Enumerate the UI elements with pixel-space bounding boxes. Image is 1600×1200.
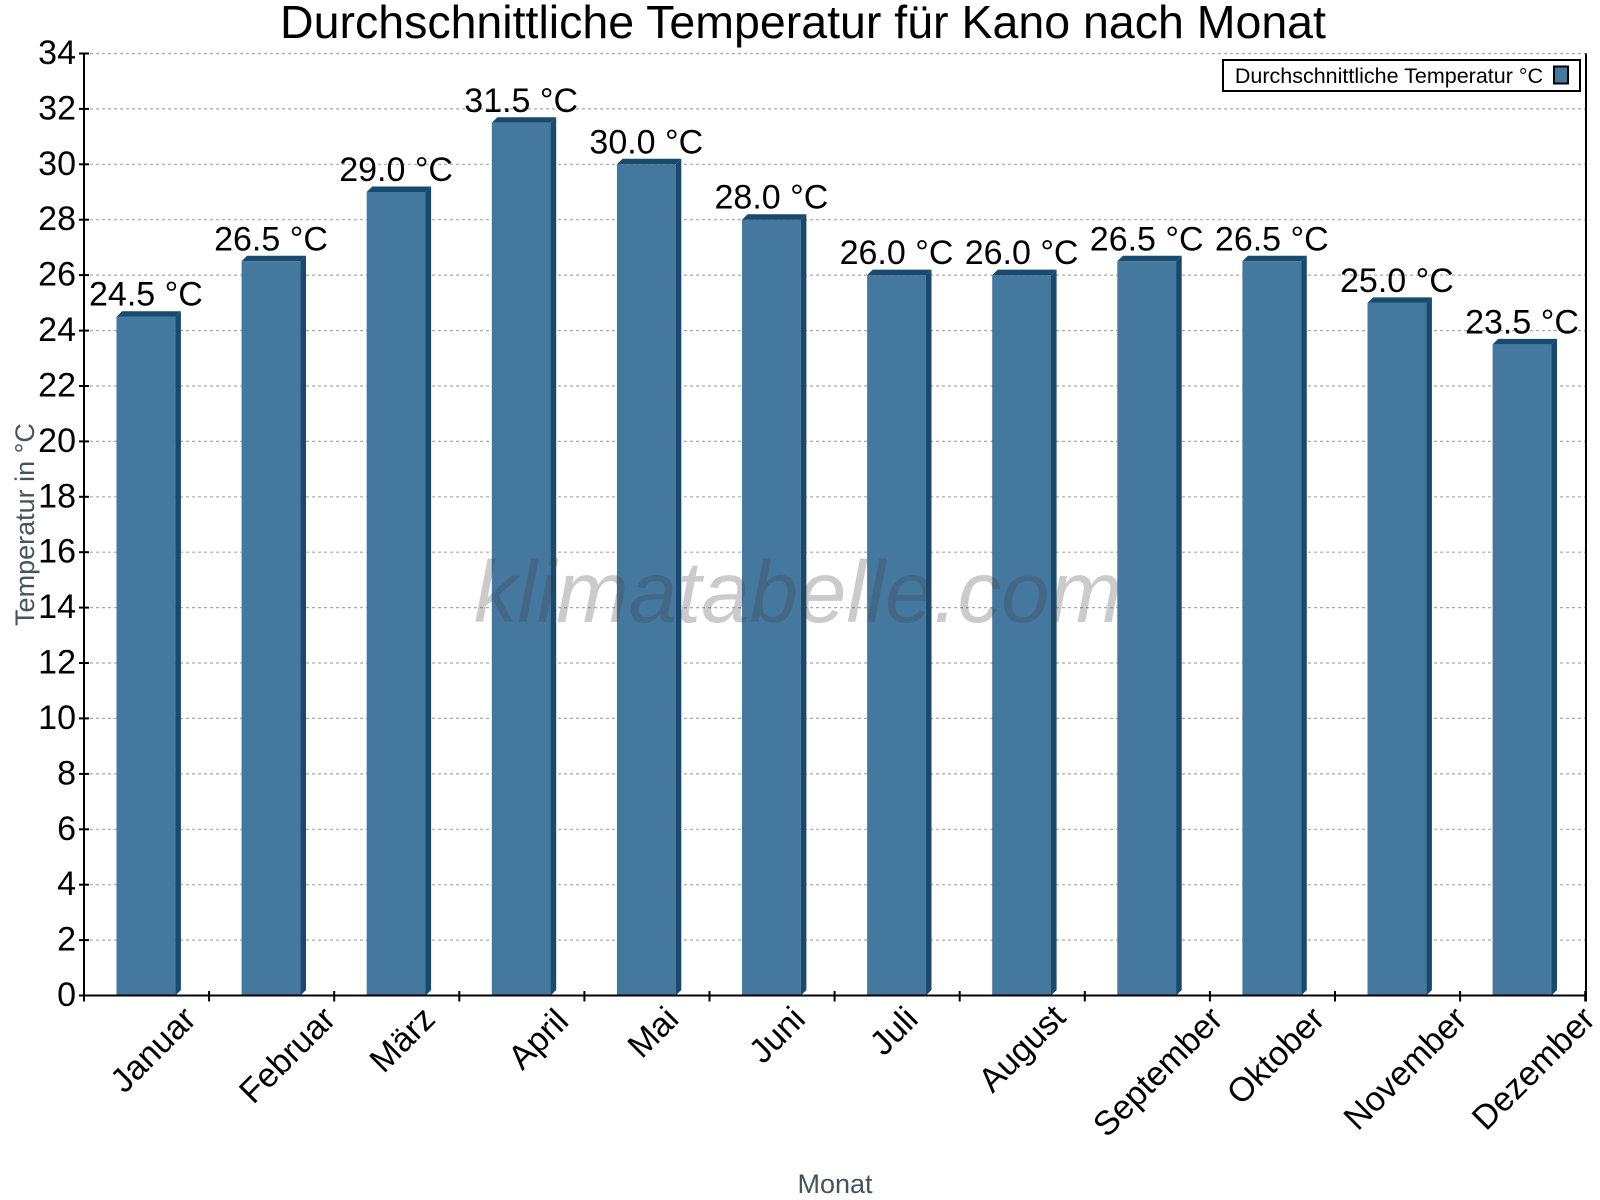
svg-text:31.5 °C: 31.5 °C xyxy=(464,82,578,120)
svg-text:26: 26 xyxy=(38,256,76,294)
svg-text:22: 22 xyxy=(38,367,76,405)
svg-text:25.0 °C: 25.0 °C xyxy=(1340,262,1454,300)
svg-text:Temperatur in °C: Temperatur in °C xyxy=(10,423,40,626)
svg-text:24: 24 xyxy=(38,311,76,349)
svg-text:2: 2 xyxy=(57,921,76,959)
svg-text:30: 30 xyxy=(38,145,76,183)
svg-text:12: 12 xyxy=(38,644,76,682)
svg-text:26.5 °C: 26.5 °C xyxy=(214,220,328,258)
svg-text:Durchschnittliche Temperatur °: Durchschnittliche Temperatur °C xyxy=(1235,64,1543,88)
svg-text:Durchschnittliche Temperatur f: Durchschnittliche Temperatur für Kano na… xyxy=(280,0,1326,48)
svg-text:14: 14 xyxy=(38,588,76,626)
svg-text:18: 18 xyxy=(38,477,76,515)
svg-text:10: 10 xyxy=(38,699,76,737)
svg-text:23.5 °C: 23.5 °C xyxy=(1465,303,1579,341)
svg-text:29.0 °C: 29.0 °C xyxy=(339,151,453,189)
svg-text:30.0 °C: 30.0 °C xyxy=(589,123,703,161)
svg-text:Monat: Monat xyxy=(797,1169,873,1199)
svg-text:24.5 °C: 24.5 °C xyxy=(89,276,203,314)
svg-text:32: 32 xyxy=(38,89,76,127)
svg-text:26.0 °C: 26.0 °C xyxy=(840,234,954,272)
svg-text:26.0 °C: 26.0 °C xyxy=(965,234,1079,272)
svg-text:klimatabelle.com: klimatabelle.com xyxy=(474,544,1122,641)
svg-text:26.5 °C: 26.5 °C xyxy=(1090,220,1204,258)
svg-text:4: 4 xyxy=(57,865,76,903)
svg-text:28.0 °C: 28.0 °C xyxy=(715,179,829,217)
svg-text:0: 0 xyxy=(57,976,76,1014)
svg-text:20: 20 xyxy=(38,422,76,460)
svg-text:28: 28 xyxy=(38,200,76,238)
svg-text:26.5 °C: 26.5 °C xyxy=(1215,220,1329,258)
svg-text:6: 6 xyxy=(57,810,76,848)
svg-text:8: 8 xyxy=(57,754,76,792)
svg-text:16: 16 xyxy=(38,533,76,571)
svg-text:34: 34 xyxy=(38,34,76,72)
